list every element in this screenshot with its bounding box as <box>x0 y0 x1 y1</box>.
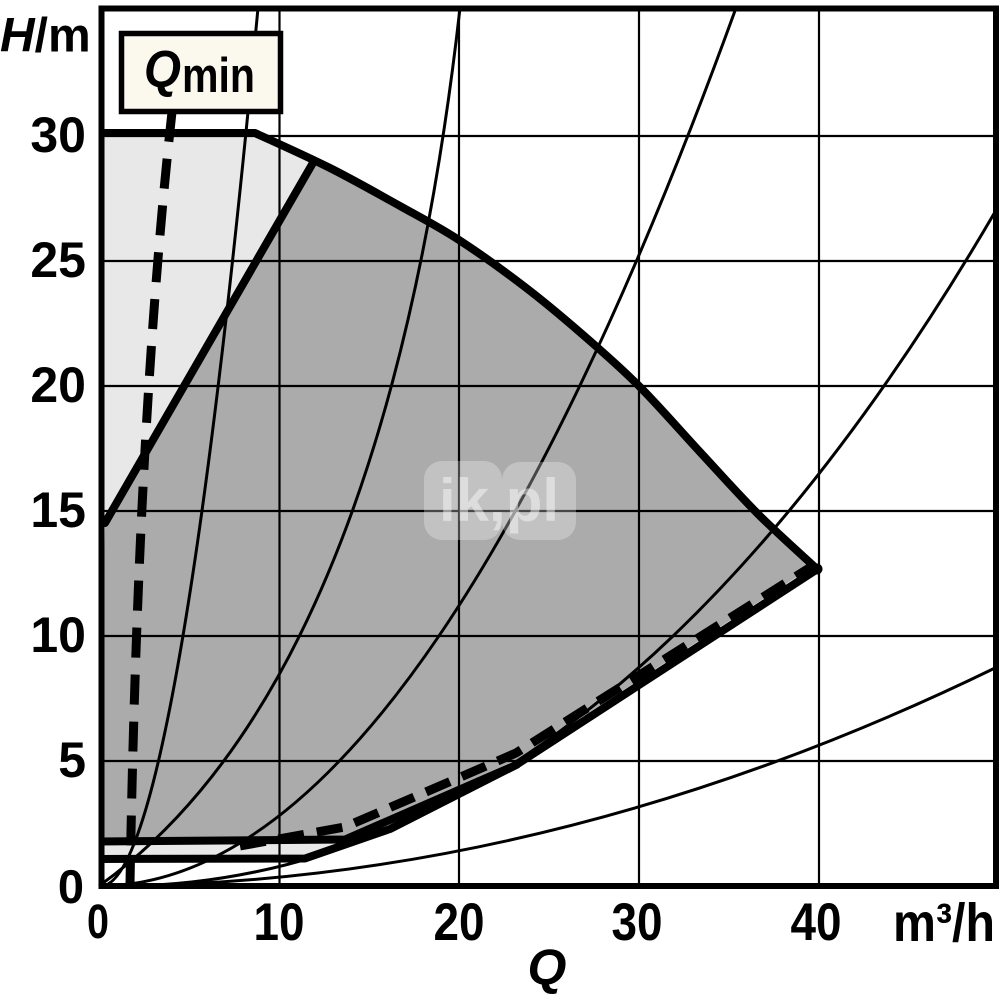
svg-text:Q: Q <box>144 41 181 99</box>
svg-text:15: 15 <box>30 482 86 538</box>
svg-text:Q: Q <box>528 939 567 995</box>
svg-text:30: 30 <box>612 893 663 952</box>
svg-text:m³/h: m³/h <box>893 893 995 953</box>
svg-text:min: min <box>182 49 255 103</box>
svg-text:20: 20 <box>30 357 86 413</box>
svg-text:30: 30 <box>30 107 86 163</box>
svg-text:ik,pl: ik,pl <box>439 467 559 534</box>
svg-text:10: 10 <box>30 607 86 663</box>
svg-text:0: 0 <box>58 860 84 913</box>
svg-text:5: 5 <box>58 732 86 788</box>
svg-text:40: 40 <box>791 893 842 952</box>
svg-text:25: 25 <box>30 232 86 288</box>
svg-text:10: 10 <box>254 893 305 952</box>
svg-text:H/m: H/m <box>0 10 91 63</box>
svg-text:20: 20 <box>434 893 485 952</box>
svg-text:0: 0 <box>87 896 109 949</box>
